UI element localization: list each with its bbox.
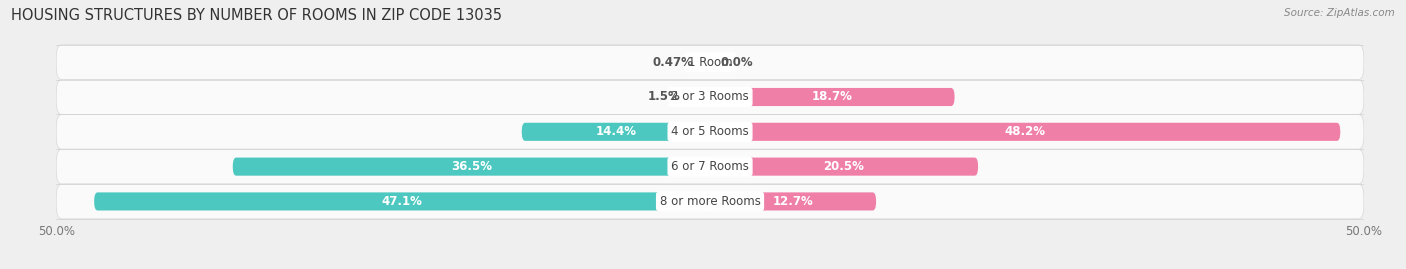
Text: 47.1%: 47.1% — [381, 195, 423, 208]
Text: 0.47%: 0.47% — [652, 56, 693, 69]
Text: 20.5%: 20.5% — [824, 160, 865, 173]
FancyBboxPatch shape — [704, 53, 710, 71]
FancyBboxPatch shape — [522, 123, 710, 141]
Text: 8 or more Rooms: 8 or more Rooms — [659, 195, 761, 208]
FancyBboxPatch shape — [710, 192, 876, 210]
Text: 4 or 5 Rooms: 4 or 5 Rooms — [671, 125, 749, 138]
FancyBboxPatch shape — [56, 80, 1364, 114]
Text: 1 Room: 1 Room — [688, 56, 733, 69]
Text: 1.5%: 1.5% — [647, 90, 681, 104]
FancyBboxPatch shape — [56, 149, 1364, 184]
Text: 48.2%: 48.2% — [1005, 125, 1046, 138]
FancyBboxPatch shape — [710, 123, 1340, 141]
Text: 0.0%: 0.0% — [720, 56, 754, 69]
Text: 6 or 7 Rooms: 6 or 7 Rooms — [671, 160, 749, 173]
FancyBboxPatch shape — [56, 114, 1364, 149]
Text: 2 or 3 Rooms: 2 or 3 Rooms — [671, 90, 749, 104]
FancyBboxPatch shape — [690, 88, 710, 106]
Text: HOUSING STRUCTURES BY NUMBER OF ROOMS IN ZIP CODE 13035: HOUSING STRUCTURES BY NUMBER OF ROOMS IN… — [11, 8, 502, 23]
FancyBboxPatch shape — [56, 45, 1364, 80]
FancyBboxPatch shape — [94, 192, 710, 210]
FancyBboxPatch shape — [233, 158, 710, 176]
Text: Source: ZipAtlas.com: Source: ZipAtlas.com — [1284, 8, 1395, 18]
Text: 14.4%: 14.4% — [595, 125, 637, 138]
FancyBboxPatch shape — [710, 158, 979, 176]
Text: 36.5%: 36.5% — [451, 160, 492, 173]
FancyBboxPatch shape — [710, 88, 955, 106]
Text: 18.7%: 18.7% — [811, 90, 852, 104]
Text: 12.7%: 12.7% — [773, 195, 814, 208]
FancyBboxPatch shape — [56, 184, 1364, 219]
